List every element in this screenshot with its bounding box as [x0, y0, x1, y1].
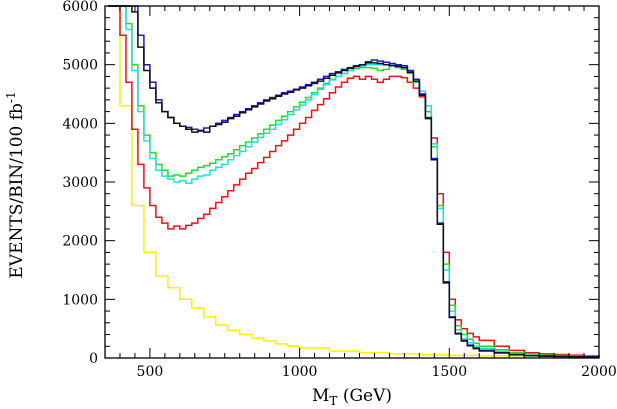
- series-layer: [108, 5, 600, 358]
- x-axis-title: MT (GeV): [312, 386, 392, 408]
- x-tick-label: 1000: [282, 364, 318, 380]
- y-tick-label: 0: [89, 351, 98, 367]
- x-tick-label: 1500: [431, 364, 467, 380]
- x-tick-labels: 500 1000 1500 2000: [137, 364, 617, 380]
- y-tick-label: 3000: [62, 175, 98, 191]
- y-tick-label: 2000: [62, 234, 98, 250]
- y-axis-title: EVENTS/BIN/100 fb-1: [4, 91, 27, 278]
- y-tick-label: 5000: [62, 58, 98, 74]
- y-tick-label: 1000: [62, 292, 98, 308]
- y-tick-label: 6000: [62, 0, 98, 15]
- x-tick-label: 2000: [581, 364, 617, 380]
- series-line-6: [108, 5, 600, 358]
- y-tick-labels: 0 1000 2000 3000 4000 5000 6000: [62, 0, 98, 367]
- series-line-2: [108, 5, 600, 357]
- plot-frame: [104, 5, 600, 359]
- y-tick-label: 4000: [62, 116, 98, 132]
- series-line-4: [108, 5, 600, 358]
- x-tick-label: 500: [137, 364, 164, 380]
- tick-layer: [104, 5, 600, 359]
